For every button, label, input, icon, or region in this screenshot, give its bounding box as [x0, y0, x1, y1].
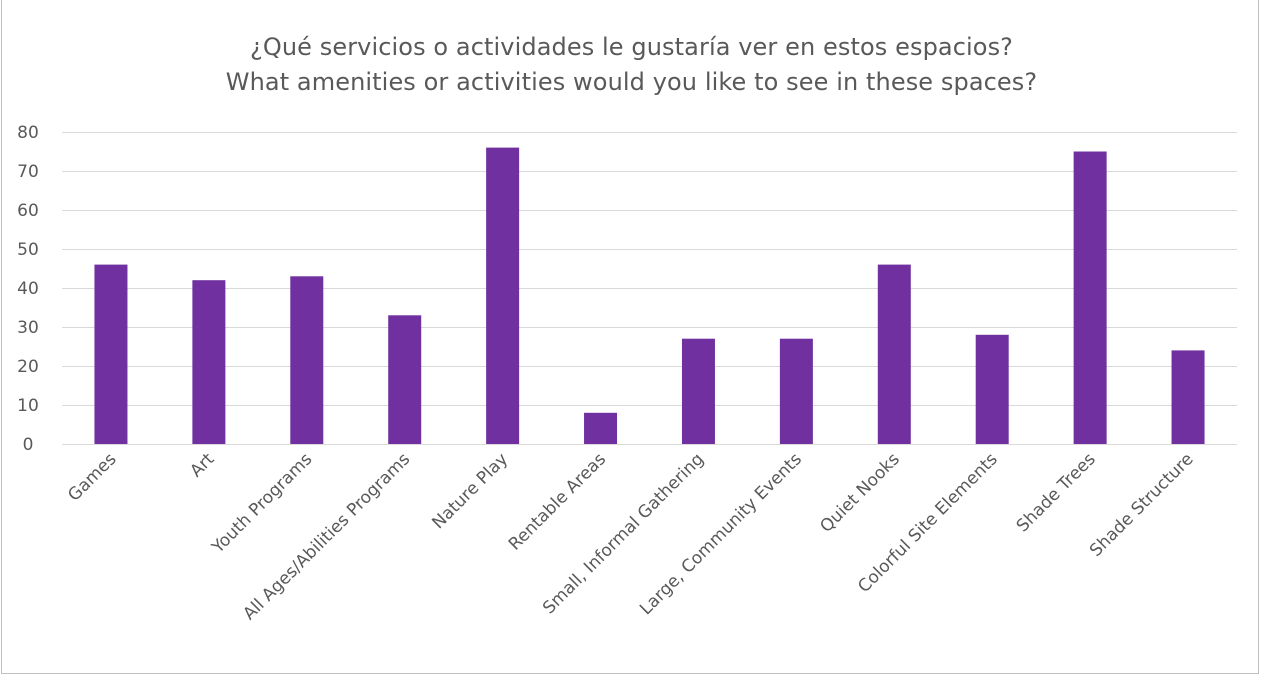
gridlines: [62, 132, 1237, 445]
bar: [192, 280, 226, 444]
x-tick-label: Large, Community Events: [636, 449, 806, 619]
bar: [388, 315, 422, 444]
y-tick-label: 40: [17, 279, 39, 299]
bars: [94, 147, 1205, 444]
y-tick-label: 30: [17, 318, 39, 338]
y-tick-label: 10: [17, 396, 39, 416]
y-axis-tick-labels: 0 10 20 30 40 50 60 70 80: [17, 123, 39, 455]
y-tick-label: 20: [17, 357, 39, 377]
x-tick-label: All Ages/Abilities Programs: [239, 449, 414, 624]
bar: [1171, 350, 1205, 444]
x-tick-label: Quiet Nooks: [816, 449, 904, 537]
bar: [1073, 151, 1107, 444]
x-tick-label: Small, Informal Gathering: [539, 449, 708, 618]
bar: [290, 276, 324, 444]
bar: [94, 264, 128, 444]
bar: [681, 338, 715, 444]
bar: [779, 338, 813, 444]
x-tick-label: Shade Trees: [1013, 449, 1100, 536]
bar: [486, 147, 520, 444]
y-tick-label: 0: [23, 435, 34, 455]
x-tick-label: Games: [64, 449, 120, 505]
x-tick-label: Nature Play: [428, 449, 512, 533]
y-tick-label: 50: [17, 240, 39, 260]
x-tick-label: Rentable Areas: [505, 449, 610, 554]
x-tick-label: Youth Programs: [208, 449, 317, 558]
bar: [877, 264, 911, 444]
y-tick-label: 70: [17, 162, 39, 182]
chart-subtitle: What amenities or activities would you l…: [225, 68, 1038, 96]
y-tick-label: 80: [17, 123, 39, 143]
y-tick-label: 60: [17, 201, 39, 221]
bar: [975, 334, 1009, 444]
bar: [584, 412, 618, 444]
x-tick-label: Art: [186, 449, 218, 481]
x-tick-label: Shade Structure: [1086, 449, 1198, 561]
chart-title: ¿Qué servicios o actividades le gustaría…: [249, 33, 1014, 61]
